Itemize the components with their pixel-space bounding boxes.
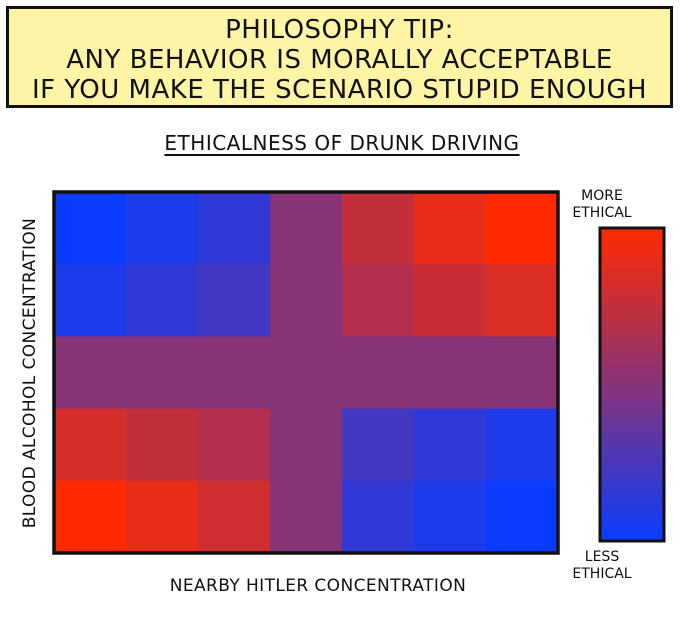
heatmap-cell-r0-c0 bbox=[54, 192, 127, 265]
heatmap-cell-r0-c3 bbox=[270, 192, 343, 265]
heatmap-cell-r4-c2 bbox=[198, 480, 271, 554]
chart-title-wrap: ETHICALNESS OF DRUNK DRIVING bbox=[0, 131, 684, 155]
heatmap-cell-r3-c5 bbox=[414, 408, 487, 482]
heatmap-cell-r4-c0 bbox=[54, 480, 127, 554]
colorbar-top-line-1: MORE bbox=[581, 188, 623, 204]
heatmap-cell-r3-c0 bbox=[54, 408, 127, 482]
heatmap-cell-r1-c4 bbox=[342, 264, 415, 337]
banner-line-2: ANY BEHAVIOR IS MORALLY ACCEPTABLE bbox=[66, 45, 613, 75]
heatmap-cell-r0-c2 bbox=[198, 192, 271, 265]
banner-line-3: IF YOU MAKE THE SCENARIO STUPID ENOUGH bbox=[31, 75, 648, 105]
colorbar-bottom-line-1: LESS bbox=[584, 549, 620, 565]
heatmap-cell-r2-c5 bbox=[414, 336, 487, 410]
heatmap-cell-r4-c5 bbox=[414, 480, 487, 554]
heatmap-cell-r4-c4 bbox=[342, 480, 415, 554]
heatmap-cell-r2-c2 bbox=[198, 336, 271, 410]
heatmap-cell-r4-c1 bbox=[126, 480, 199, 554]
heatmap-cell-r2-c4 bbox=[342, 336, 415, 410]
heatmap-cell-r2-c1 bbox=[126, 336, 199, 410]
heatmap-cell-r0-c5 bbox=[414, 192, 487, 265]
colorbar-top-label: MORE ETHICAL bbox=[569, 188, 635, 222]
heatmap-cell-r1-c2 bbox=[198, 264, 271, 337]
colorbar-top-line-2: ETHICAL bbox=[572, 205, 632, 221]
philosophy-tip-banner: PHILOSOPHY TIP: ANY BEHAVIOR IS MORALLY … bbox=[6, 6, 673, 108]
x-axis-label: NEARBY HITLER CONCENTRATION bbox=[169, 576, 467, 596]
heatmap-cells bbox=[54, 192, 559, 554]
colorbar-bottom-line-2: ETHICAL bbox=[572, 566, 632, 582]
heatmap-cell-r4-c6 bbox=[486, 480, 559, 554]
y-axis-label: BLOOD ALCOHOL CONCENTRATION bbox=[20, 217, 40, 529]
heatmap-cell-r3-c6 bbox=[486, 408, 559, 482]
heatmap-cell-r2-c6 bbox=[486, 336, 559, 410]
heatmap-cell-r0-c6 bbox=[486, 192, 559, 265]
colorbar bbox=[598, 226, 666, 543]
heatmap-cell-r3-c2 bbox=[198, 408, 271, 482]
heatmap-cell-r4-c3 bbox=[270, 480, 343, 554]
heatmap-cell-r0-c4 bbox=[342, 192, 415, 265]
colorbar-bottom-label: LESS ETHICAL bbox=[569, 549, 635, 583]
heatmap-frame bbox=[52, 190, 560, 555]
heatmap-cell-r3-c3 bbox=[270, 408, 343, 482]
chart-title: ETHICALNESS OF DRUNK DRIVING bbox=[164, 131, 520, 155]
heatmap-cell-r1-c1 bbox=[126, 264, 199, 337]
heatmap-cell-r2-c3 bbox=[270, 336, 343, 410]
heatmap-cell-r2-c0 bbox=[54, 336, 127, 410]
banner-line-1: PHILOSOPHY TIP: bbox=[225, 15, 454, 45]
heatmap-cell-r1-c5 bbox=[414, 264, 487, 337]
heatmap-cell-r1-c6 bbox=[486, 264, 559, 337]
heatmap-cell-r1-c3 bbox=[270, 264, 343, 337]
heatmap-cell-r1-c0 bbox=[54, 264, 127, 337]
heatmap-cell-r3-c4 bbox=[342, 408, 415, 482]
heatmap-cell-r0-c1 bbox=[126, 192, 199, 265]
heatmap-cell-r3-c1 bbox=[126, 408, 199, 482]
